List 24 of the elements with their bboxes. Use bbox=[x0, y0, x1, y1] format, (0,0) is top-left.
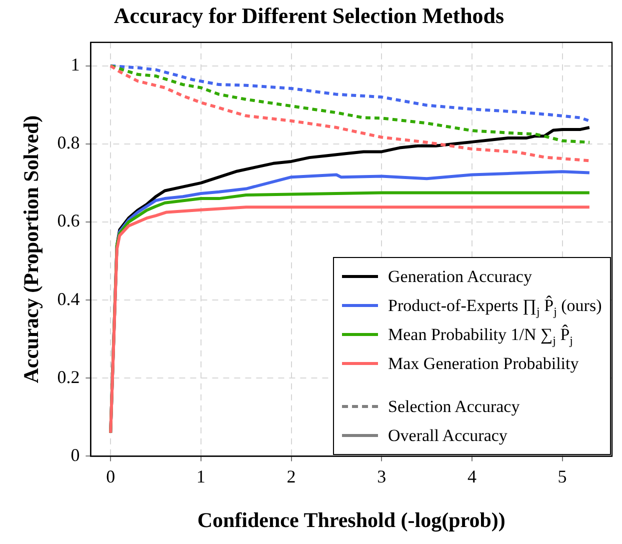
legend-label: Overall Accuracy bbox=[388, 425, 508, 448]
x-tick-label: 3 bbox=[377, 466, 386, 487]
x-tick-label: 5 bbox=[558, 466, 567, 487]
legend-label: Mean Probability 1/N ∑$_{j}$ P̂$_{j}$ bbox=[388, 324, 573, 350]
x-tick-label: 2 bbox=[286, 466, 296, 487]
y-axis-title: Accuracy (Proportion Solved) bbox=[19, 115, 44, 384]
chart-title: Accuracy for Different Selection Methods bbox=[114, 2, 505, 28]
legend-label: Max Generation Probability bbox=[388, 353, 579, 376]
y-tick-label: 1 bbox=[70, 54, 80, 75]
x-tick-label: 0 bbox=[106, 466, 116, 487]
y-tick-label: 0 bbox=[70, 444, 80, 465]
x-axis-title: Confidence Threshold (-log(prob)) bbox=[197, 508, 506, 532]
line-series bbox=[109, 64, 591, 122]
line-series bbox=[109, 64, 591, 144]
x-tick-label: 1 bbox=[196, 466, 206, 487]
legend-label: Product-of-Experts ∏$_{j}$ P̂$_{j}$ (ours) bbox=[388, 294, 602, 320]
y-tick-label: 0.8 bbox=[57, 132, 80, 153]
legend-label: Selection Accuracy bbox=[388, 396, 520, 418]
line-series bbox=[109, 64, 591, 162]
x-tick-label: 4 bbox=[467, 466, 476, 487]
legend-label: Generation Accuracy bbox=[388, 266, 532, 288]
y-tick-label: 0.4 bbox=[57, 288, 80, 309]
y-tick-label: 0.6 bbox=[57, 210, 80, 231]
y-tick-label: 0.2 bbox=[57, 366, 80, 387]
